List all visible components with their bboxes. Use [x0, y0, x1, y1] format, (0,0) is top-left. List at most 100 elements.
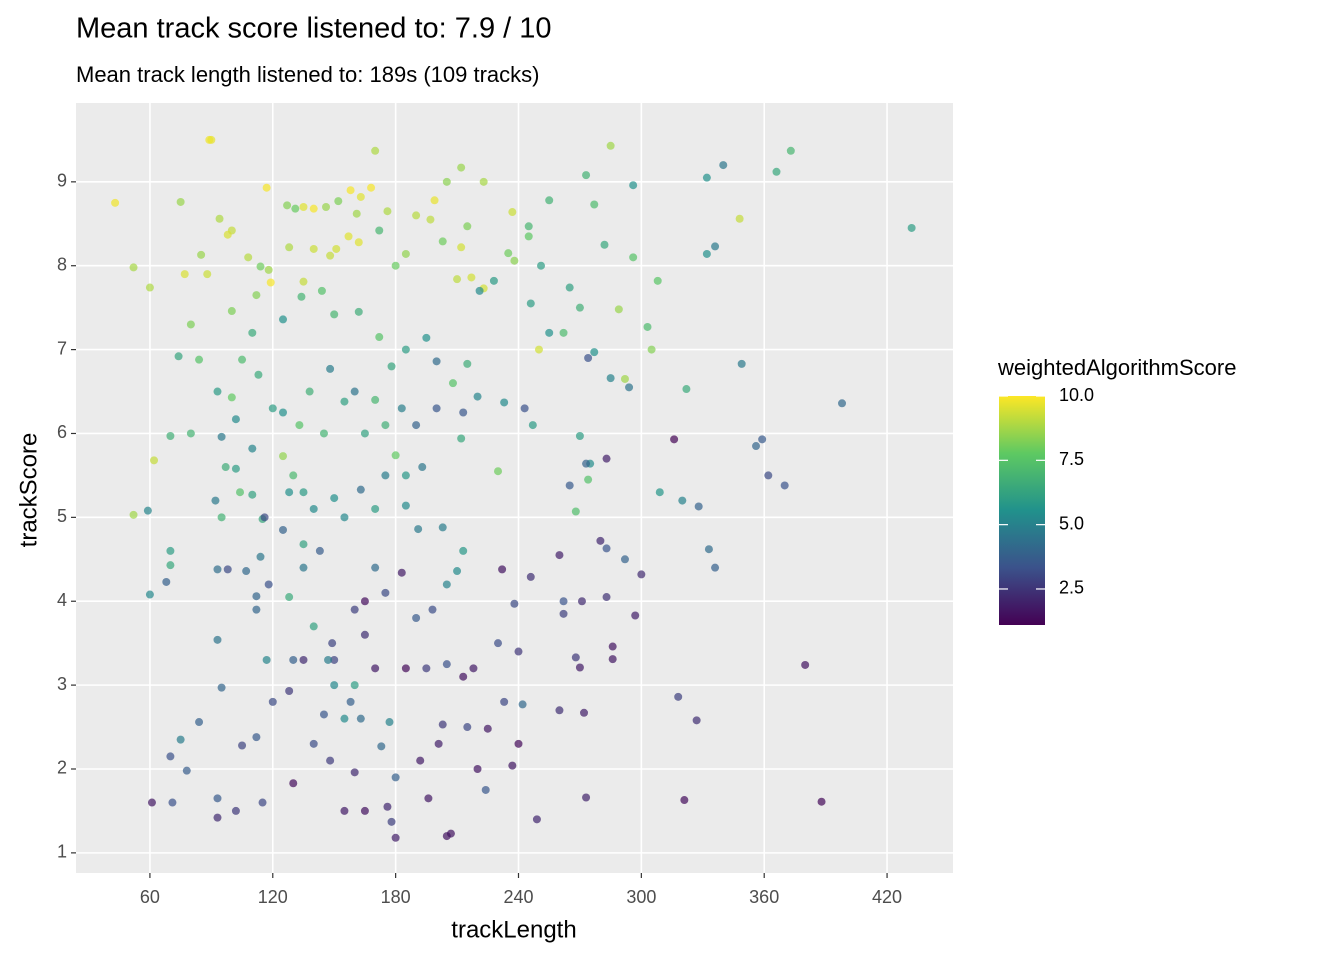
point	[422, 333, 431, 342]
y-tick-label: 8	[57, 254, 67, 274]
point	[401, 345, 410, 354]
point	[360, 597, 369, 606]
point	[479, 177, 488, 186]
point	[367, 183, 376, 192]
point	[694, 502, 703, 511]
point	[252, 592, 261, 601]
point	[145, 283, 154, 292]
point	[299, 540, 308, 549]
point	[401, 664, 410, 673]
point	[442, 177, 451, 186]
point	[252, 291, 261, 300]
point	[518, 700, 527, 709]
point	[356, 485, 365, 494]
point	[360, 630, 369, 639]
point	[309, 739, 318, 748]
point	[387, 362, 396, 371]
point	[422, 664, 431, 673]
point	[526, 299, 535, 308]
point	[602, 454, 611, 463]
point	[596, 536, 605, 545]
point	[213, 387, 222, 396]
point	[309, 204, 318, 213]
x-tick-label: 180	[381, 887, 411, 907]
point	[758, 435, 767, 444]
point	[283, 201, 292, 210]
colorbar-tick-label: 5.0	[1059, 513, 1084, 533]
point	[352, 209, 361, 218]
point	[631, 611, 640, 620]
point	[371, 664, 380, 673]
point	[387, 817, 396, 826]
point	[203, 270, 212, 279]
point	[227, 393, 236, 402]
point	[252, 733, 261, 742]
point	[469, 664, 478, 673]
point	[397, 404, 406, 413]
x-axis-label: trackLength	[451, 916, 576, 943]
point	[412, 614, 421, 623]
point	[254, 370, 263, 379]
point	[555, 706, 564, 715]
point	[391, 451, 400, 460]
point	[143, 506, 152, 515]
point	[514, 739, 523, 748]
point	[299, 203, 308, 212]
point	[285, 243, 294, 252]
point	[559, 328, 568, 337]
point	[242, 567, 251, 576]
point	[344, 232, 353, 241]
point	[457, 163, 466, 172]
point	[625, 383, 634, 392]
point	[565, 481, 574, 490]
point	[223, 230, 232, 239]
point	[448, 379, 457, 388]
point	[182, 766, 191, 775]
point	[752, 442, 761, 451]
point	[453, 567, 462, 576]
x-tick-label: 360	[749, 887, 779, 907]
point	[483, 724, 492, 733]
point	[354, 307, 363, 316]
point	[238, 741, 247, 750]
point	[702, 249, 711, 258]
point	[195, 718, 204, 727]
y-tick-label: 3	[57, 674, 67, 694]
point	[166, 431, 175, 440]
point	[356, 192, 365, 201]
point	[236, 488, 245, 497]
point	[326, 364, 335, 373]
point	[565, 283, 574, 292]
point	[350, 681, 359, 690]
point	[322, 203, 331, 212]
point	[719, 161, 728, 170]
point	[268, 404, 277, 413]
point	[580, 708, 589, 717]
point	[432, 357, 441, 366]
legend-title: weightedAlgorithmScore	[997, 355, 1236, 380]
point	[315, 546, 324, 555]
point	[299, 488, 308, 497]
point	[590, 348, 599, 357]
point	[371, 395, 380, 404]
point	[704, 545, 713, 554]
point	[424, 794, 433, 803]
point	[258, 798, 267, 807]
point	[584, 475, 593, 484]
point	[412, 211, 421, 220]
point	[231, 464, 240, 473]
point	[391, 833, 400, 842]
point	[508, 761, 517, 770]
x-tick-label: 120	[258, 887, 288, 907]
point	[168, 798, 177, 807]
point	[285, 593, 294, 602]
point	[606, 374, 615, 383]
point	[571, 653, 580, 662]
point	[459, 546, 468, 555]
point	[223, 565, 232, 574]
point	[180, 270, 189, 279]
point	[360, 429, 369, 438]
point	[227, 307, 236, 316]
point	[467, 273, 476, 282]
point	[670, 435, 679, 444]
